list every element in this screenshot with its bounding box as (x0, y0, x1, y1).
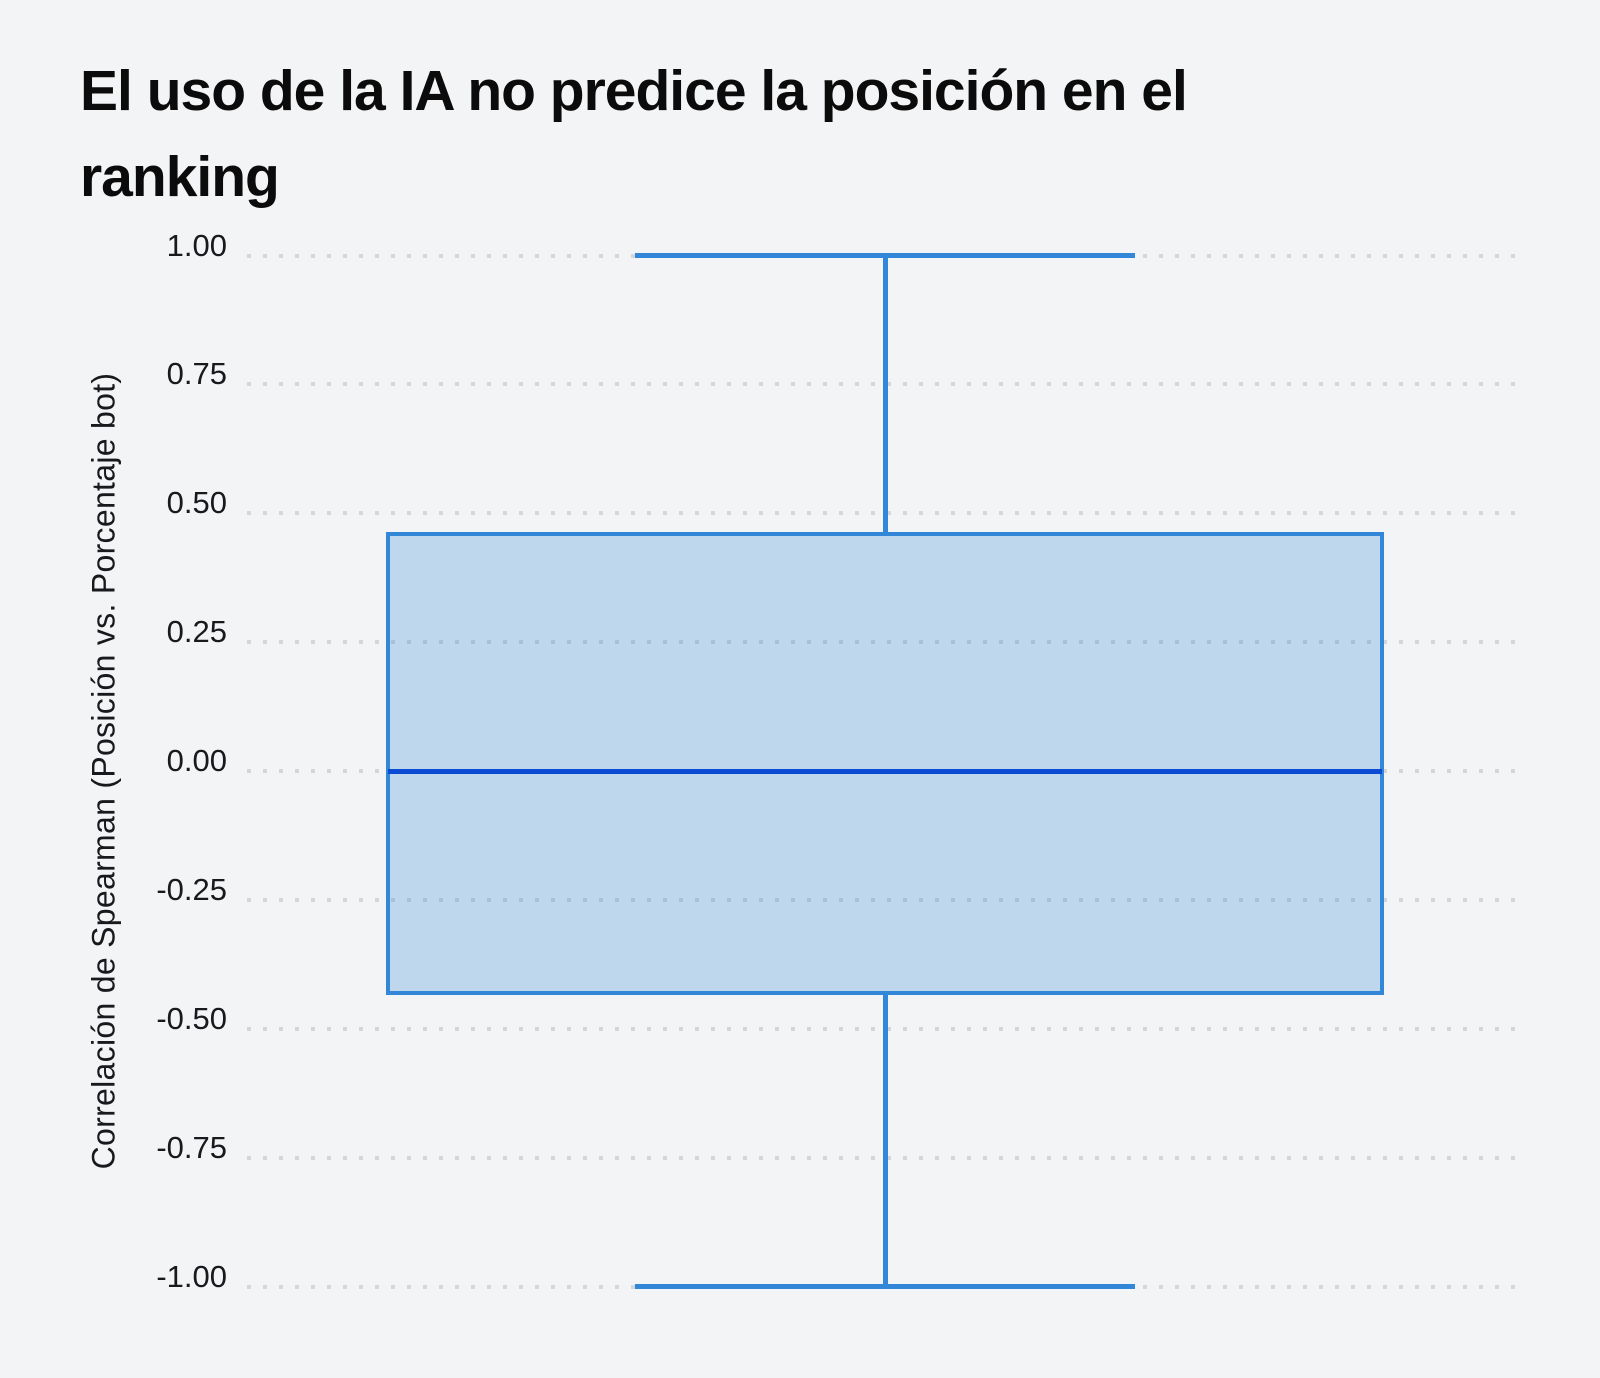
gridline-row: 0.25 (167, 614, 1522, 649)
y-tick-label: 0.75 (166, 356, 227, 392)
y-tick-label: -0.25 (156, 871, 227, 907)
gridline-dots (247, 897, 1522, 902)
y-tick-label: 0.00 (166, 743, 227, 778)
whisker-bottom-cap (635, 1284, 1135, 1289)
gridline-row: -0.25 (156, 872, 1522, 907)
y-tick-label: 0.50 (166, 485, 227, 521)
y-tick-label: 1.00 (166, 227, 227, 263)
gridline-dots (247, 640, 1522, 645)
chart-title: El uso de la IA no predice la posición e… (80, 48, 1540, 220)
box-iqr-body (386, 531, 1384, 995)
chart-title-line-2: ranking (80, 145, 280, 209)
whisker-bottom-line (882, 992, 888, 1289)
y-axis-label: Correlación de Spearman (Posición vs. Po… (85, 372, 122, 1170)
whisker-top-line (882, 253, 888, 532)
y-tick-label: 0.25 (166, 614, 227, 650)
y-tick-label: -0.75 (156, 1129, 227, 1165)
y-tick-label: -1.00 (156, 1258, 227, 1294)
median-line (388, 768, 1382, 774)
whisker-top-cap (635, 253, 1135, 258)
chart-title-line-1: El uso de la IA no predice la posición e… (80, 59, 1188, 123)
y-tick-label: -0.50 (156, 1000, 227, 1036)
